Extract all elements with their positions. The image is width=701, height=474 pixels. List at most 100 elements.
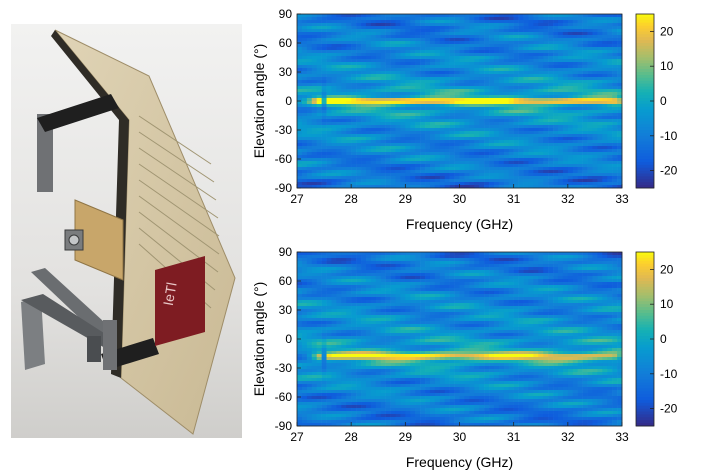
heatmap-cell — [583, 47, 588, 50]
heatmap-cell — [331, 86, 336, 89]
heatmap-cell — [568, 140, 573, 143]
heatmap-cell — [386, 167, 391, 170]
heatmap-cell — [331, 110, 336, 113]
heatmap-cell — [410, 35, 415, 38]
heatmap-cell — [460, 270, 465, 273]
heatmap-cell — [450, 297, 455, 300]
heatmap-cell — [509, 158, 514, 161]
heatmap-cell — [553, 62, 558, 65]
heatmap-cell — [509, 279, 514, 282]
heatmap-cell — [425, 279, 430, 282]
heatmap-cell — [592, 143, 597, 146]
heatmap-cell — [602, 267, 607, 270]
heatmap-cell — [361, 158, 366, 161]
heatmap-cell — [504, 182, 509, 185]
heatmap-cell — [376, 152, 381, 155]
heatmap-cell — [514, 53, 519, 56]
heatmap-cell — [602, 29, 607, 32]
heatmap-cell — [484, 173, 489, 176]
heatmap-cell — [435, 86, 440, 89]
heatmap-cell — [420, 47, 425, 50]
heatmap-cell — [455, 62, 460, 65]
heatmap-cell — [386, 291, 391, 294]
heatmap-cell — [351, 146, 356, 149]
heatmap-cell — [327, 20, 332, 23]
heatmap-cell — [607, 270, 612, 273]
heatmap-cell — [361, 92, 366, 95]
heatmap-cell — [440, 261, 445, 264]
heatmap-cell — [312, 297, 317, 300]
heatmap-cell — [430, 44, 435, 47]
heatmap-cell — [499, 17, 504, 20]
heatmap-cell — [341, 122, 346, 125]
heatmap-cell — [425, 29, 430, 32]
heatmap-cell — [514, 101, 519, 104]
heatmap-cell — [351, 50, 356, 53]
heatmap-cell — [435, 74, 440, 77]
heatmap-cell — [597, 29, 602, 32]
heatmap-cell — [538, 170, 543, 173]
heatmap-cell — [445, 131, 450, 134]
heatmap-cell — [533, 26, 538, 29]
heatmap-cell — [558, 146, 563, 149]
heatmap-cell — [592, 20, 597, 23]
heatmap-cell — [331, 155, 336, 158]
heatmap-cell — [386, 294, 391, 297]
heatmap-cell — [592, 152, 597, 155]
heatmap-cell — [386, 110, 391, 113]
heatmap-cell — [474, 258, 479, 261]
heatmap-cell — [381, 56, 386, 59]
heatmap-cell — [425, 92, 430, 95]
heatmap-cell — [415, 128, 420, 131]
heatmap-cell — [558, 26, 563, 29]
heatmap-cell — [356, 161, 361, 164]
heatmap-cell — [494, 270, 499, 273]
heatmap-cell — [395, 270, 400, 273]
heatmap-cell — [376, 140, 381, 143]
heatmap-cell — [597, 110, 602, 113]
heatmap-cell — [435, 14, 440, 17]
heatmap-cell — [538, 291, 543, 294]
heatmap-cell — [583, 116, 588, 119]
heatmap-cell — [351, 179, 356, 182]
heatmap-cell — [297, 80, 302, 83]
heatmap-cell — [588, 56, 593, 59]
heatmap-cell — [484, 38, 489, 41]
heatmap-cell — [524, 47, 529, 50]
heatmap-cell — [504, 86, 509, 89]
heatmap-cell — [376, 119, 381, 122]
heatmap-cell — [322, 176, 327, 179]
heatmap-cell — [415, 143, 420, 146]
heatmap-cell — [317, 294, 322, 297]
heatmap-cell — [474, 279, 479, 282]
heatmap-cell — [479, 74, 484, 77]
heatmap-cell — [346, 176, 351, 179]
heatmap-cell — [578, 29, 583, 32]
heatmap-cell — [528, 279, 533, 282]
heatmap-cell — [548, 146, 553, 149]
heatmap-cell — [578, 50, 583, 53]
heatmap-cell — [445, 59, 450, 62]
heatmap-cell — [583, 285, 588, 288]
heatmap-cell — [494, 95, 499, 98]
heatmap-cell — [548, 285, 553, 288]
heatmap-cell — [558, 276, 563, 279]
heatmap-cell — [528, 252, 533, 255]
heatmap-cell — [445, 182, 450, 185]
heatmap-cell — [351, 264, 356, 267]
heatmap-cell — [440, 279, 445, 282]
heatmap-cell — [563, 95, 568, 98]
heatmap-cell — [519, 140, 524, 143]
heatmap-cell — [440, 113, 445, 116]
heatmap-cell — [509, 122, 514, 125]
heatmap-cell — [568, 47, 573, 50]
heatmap-cell — [612, 17, 617, 20]
heatmap-cell — [607, 149, 612, 152]
heatmap-cell — [538, 83, 543, 86]
heatmap-cell — [331, 152, 336, 155]
heatmap-cell — [430, 261, 435, 264]
heatmap-cell — [381, 161, 386, 164]
heatmap-cell — [297, 176, 302, 179]
heatmap-cell — [317, 26, 322, 29]
heatmap-cell — [425, 173, 430, 176]
